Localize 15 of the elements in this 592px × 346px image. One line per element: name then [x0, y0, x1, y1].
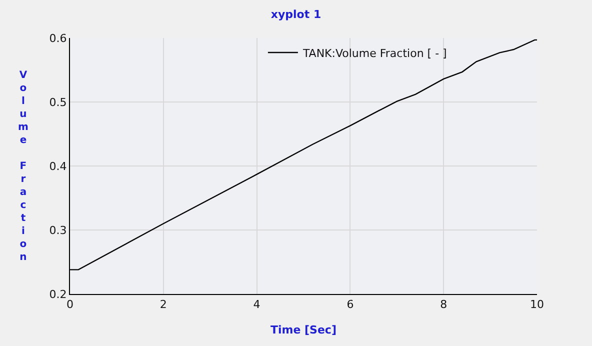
y-tick-label: 0.3 — [49, 224, 67, 237]
chart-title: xyplot 1 — [270, 8, 322, 22]
x-tick-label: 4 — [253, 298, 260, 312]
y-tick-label: 0.2 — [49, 288, 67, 301]
y-tick-label: 0.6 — [49, 32, 67, 45]
x-axis-title: Time [Sec] — [270, 323, 336, 336]
text: Volume Fraction — [18, 70, 28, 263]
x-tick-label: 6 — [346, 298, 354, 312]
y-tick-label: 0.4 — [49, 160, 67, 173]
x-tick-label: 2 — [160, 298, 167, 312]
x-tick-label: 8 — [440, 298, 448, 312]
legend-label: TANK:Volume Fraction [ - ] — [302, 46, 447, 60]
x-tick-label: 0 — [66, 298, 74, 312]
y-tick-label: 0.5 — [49, 96, 67, 109]
x-tick-label: 10 — [530, 298, 544, 312]
